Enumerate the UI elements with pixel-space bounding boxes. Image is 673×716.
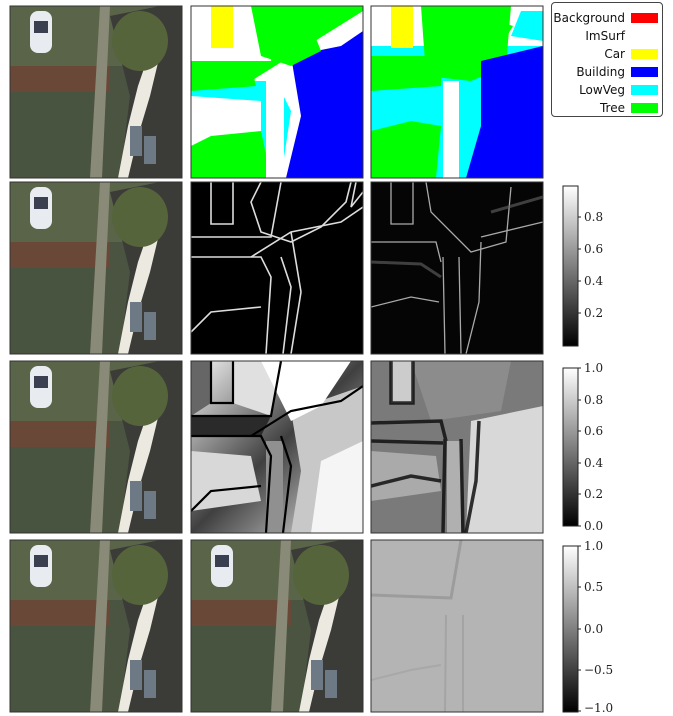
panel-gt-segmentation xyxy=(190,5,364,179)
legend-swatch xyxy=(631,31,658,41)
panel-pred-boundary xyxy=(370,181,544,355)
legend-swatch xyxy=(631,49,658,59)
colorbar-3-tick: 0.0 xyxy=(584,622,604,636)
legend-item-car: Car xyxy=(552,45,658,63)
panel-aerial-r1 xyxy=(9,5,183,179)
colorbar-3-tick: −1.0 xyxy=(584,701,614,715)
colorbar-1 xyxy=(562,185,579,347)
legend-item-imsurf: ImSurf xyxy=(552,27,658,45)
panel-gt-distance xyxy=(190,360,364,534)
legend-item-background: Background xyxy=(552,9,658,27)
colorbar-1-tick: 0.6 xyxy=(584,242,604,256)
colorbar-1-tick: 0.2 xyxy=(584,306,604,320)
colorbar-2-tick: 0.0 xyxy=(584,519,604,533)
legend-item-tree: Tree xyxy=(552,99,658,117)
panel-pred-distance xyxy=(370,360,544,534)
legend-swatch xyxy=(631,67,658,77)
colorbar-3-tick: 0.5 xyxy=(584,580,604,594)
panel-difference xyxy=(370,539,544,713)
panel-aerial-r4a xyxy=(9,539,183,713)
class-legend: Background ImSurf Car Building LowVeg Tr… xyxy=(551,2,663,117)
colorbar-2-tick: 0.8 xyxy=(584,393,604,407)
colorbar-2-tick: 0.6 xyxy=(584,424,604,438)
panel-aerial-r2 xyxy=(9,181,183,355)
panel-gt-boundary xyxy=(190,181,364,355)
colorbar-2 xyxy=(562,367,579,527)
colorbar-2-tick: 1.0 xyxy=(584,361,604,375)
legend-swatch xyxy=(631,103,658,113)
legend-item-lowveg: LowVeg xyxy=(552,81,658,99)
colorbar-1-tick: 0.8 xyxy=(584,210,604,224)
colorbar-3-tick: −0.5 xyxy=(584,663,614,677)
legend-item-building: Building xyxy=(552,63,658,81)
colorbar-3 xyxy=(562,545,579,713)
colorbar-3-tick: 1.0 xyxy=(584,539,604,553)
panel-pred-segmentation xyxy=(370,5,544,179)
colorbar-2-tick: 0.4 xyxy=(584,456,604,470)
panel-aerial-r4b xyxy=(190,539,364,713)
legend-swatch xyxy=(631,85,658,95)
panel-aerial-r3 xyxy=(9,360,183,534)
legend-swatch xyxy=(631,13,658,23)
colorbar-2-tick: 0.2 xyxy=(584,487,604,501)
colorbar-1-tick: 0.4 xyxy=(584,274,604,288)
